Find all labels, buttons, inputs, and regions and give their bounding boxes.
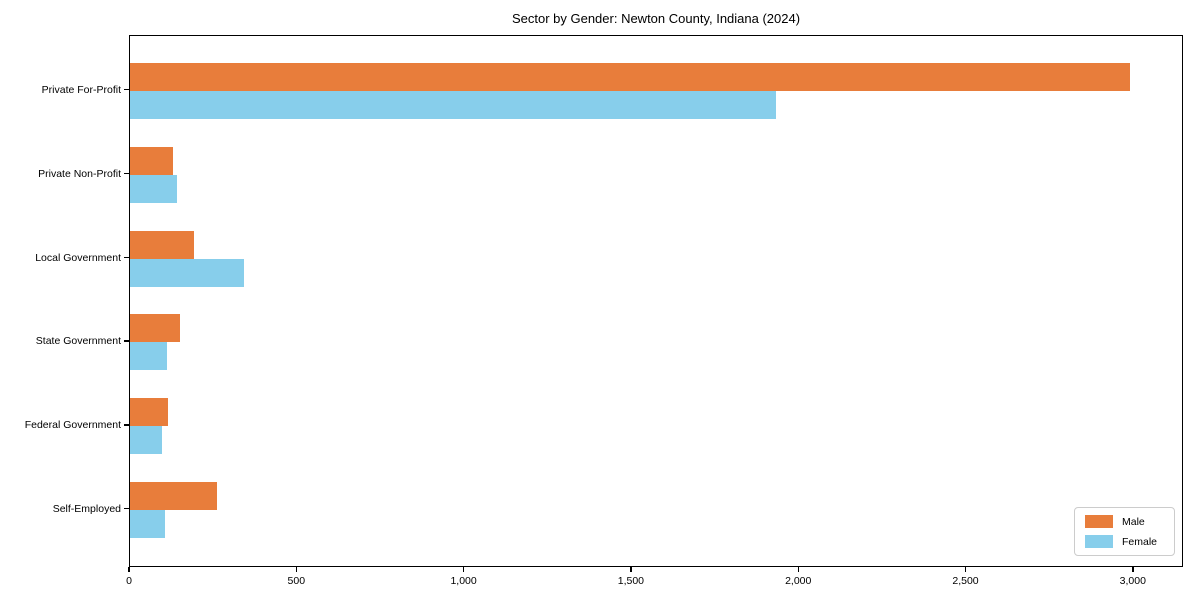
y-tick-mark: [124, 508, 129, 510]
legend-label-female: Female: [1122, 535, 1158, 548]
bar-male-5: [130, 482, 217, 510]
bar-female-1: [130, 174, 177, 203]
y-axis-label-1: Private Non-Profit: [38, 167, 121, 180]
x-tick-mark: [797, 567, 799, 572]
x-tick-mark: [1132, 567, 1134, 572]
y-axis-label-5: Self-Employed: [52, 503, 121, 515]
x-tick-mark: [462, 567, 465, 572]
x-axis-tick-label-1: 500: [287, 575, 306, 587]
y-axis-label-3: State Government: [35, 335, 121, 348]
x-tick-mark: [630, 567, 632, 572]
bar-female-2: [130, 258, 244, 287]
legend-label-male: Male: [1122, 515, 1145, 528]
x-axis-tick-label-3: 1,500: [617, 575, 645, 587]
bar-male-0: [130, 63, 1131, 91]
legend-entry-female: Female: [1085, 535, 1164, 548]
y-tick-mark: [124, 256, 129, 258]
legend-entry-male: Male: [1085, 515, 1164, 528]
x-axis-tick-label-0: 0: [126, 575, 132, 587]
y-tick-mark: [124, 89, 129, 91]
y-tick-mark: [124, 424, 129, 426]
bar-female-0: [130, 91, 776, 119]
bar-female-4: [130, 426, 162, 455]
bar-male-1: [130, 146, 174, 175]
bar-male-2: [130, 230, 194, 259]
x-axis-tick-label-5: 2,500: [952, 575, 979, 587]
bar-female-3: [130, 342, 167, 371]
x-tick-mark: [964, 567, 967, 572]
y-axis-label-4: Federal Government: [24, 419, 121, 432]
x-axis-tick-label-2: 1,000: [450, 575, 477, 587]
x-axis-tick-label-4: 2,000: [785, 575, 812, 587]
bar-male-4: [130, 398, 169, 427]
male-series-swatch: [1085, 515, 1113, 528]
y-axis-label-2: Local Government: [35, 251, 121, 264]
bar-male-3: [130, 314, 181, 343]
chart-title: Sector by Gender: Newton County, Indiana…: [511, 11, 801, 26]
x-axis-tick-label-6: 3,000: [1119, 575, 1146, 587]
legend: Male Female: [1074, 507, 1175, 556]
y-tick-mark: [124, 172, 129, 175]
female-series-swatch: [1085, 535, 1113, 548]
y-tick-mark: [124, 340, 129, 342]
plot-area: Male Female: [129, 35, 1183, 567]
x-tick-mark: [295, 567, 297, 572]
bar-female-5: [130, 510, 166, 538]
x-tick-mark: [128, 567, 130, 572]
y-axis-label-0: Private For-Profit: [41, 84, 121, 96]
